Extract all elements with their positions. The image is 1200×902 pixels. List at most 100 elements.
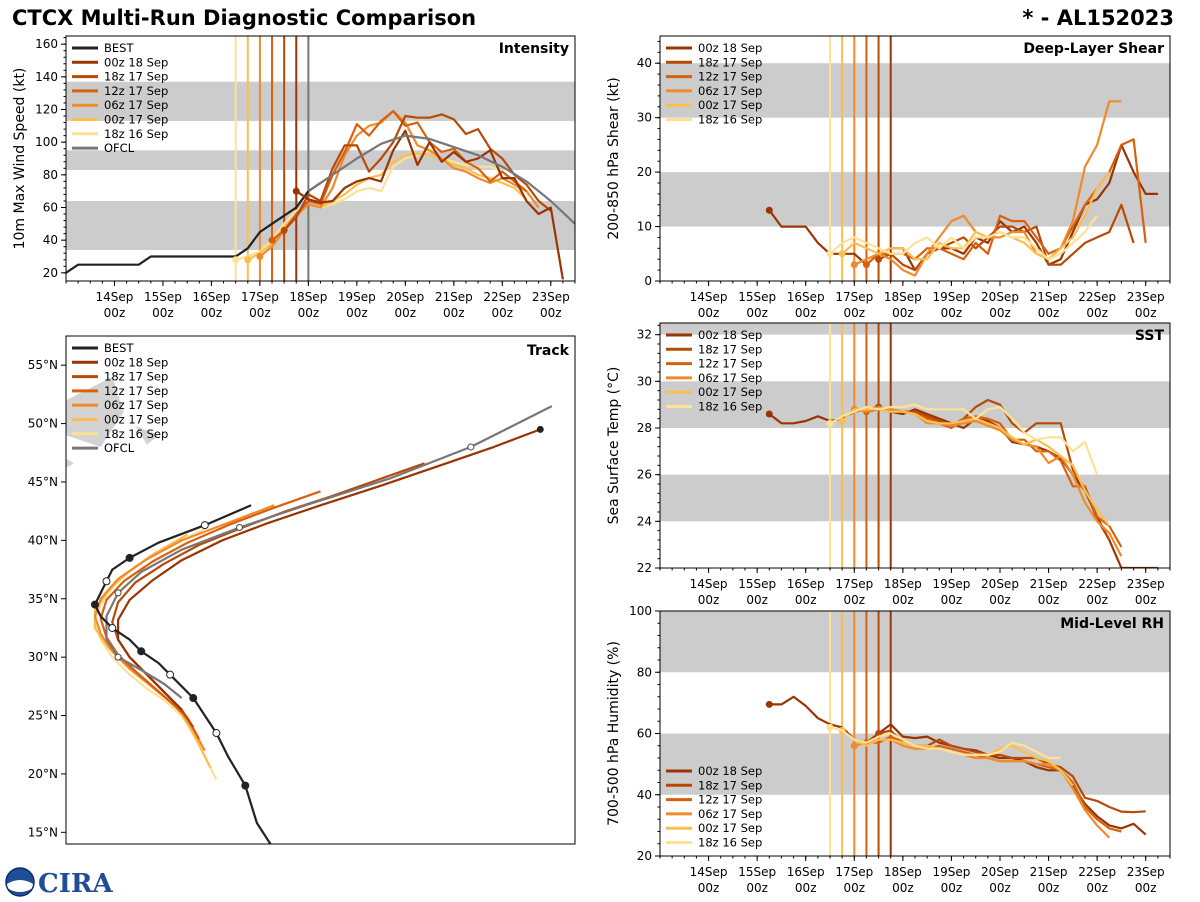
legend-label: 00z 18 Sep [104, 55, 168, 69]
legend-label: 18z 16 Sep [698, 113, 762, 127]
series-group [765, 695, 1147, 839]
shade-band [660, 733, 1170, 795]
series-line-18z-16-sep [829, 215, 1098, 261]
y-tick-label: 80 [43, 168, 58, 182]
y-tick-label: 120 [35, 103, 58, 117]
x-tick-label: 00z [1038, 881, 1060, 895]
track-position-marker [271, 846, 278, 853]
series-line-18z-17-sep [283, 113, 552, 232]
cira-text: CIRA [38, 869, 113, 898]
series-group [765, 398, 1158, 568]
x-tick-label: 00z [104, 306, 126, 320]
series-line-12z-17-sep [271, 109, 528, 242]
track-end-marker [536, 425, 544, 433]
x-tick-label: 19Sep [932, 290, 970, 304]
chart-track: 15°N 20°N 25°N 30°N 35°N 40°N 45°N 50°N 55°N Trac… [28, 335, 576, 853]
x-tick-label: 20Sep [386, 290, 424, 304]
y-tick-label: 22 [637, 561, 652, 575]
x-tick-label: 00z [843, 593, 865, 607]
legend-label: 06z 17 Sep [698, 84, 762, 98]
init-marker [232, 256, 240, 264]
track-position-marker [137, 647, 146, 656]
x-tick-label: 00z [1038, 306, 1060, 320]
x-tick-label: 00z [1135, 306, 1157, 320]
y-tick-label: 28 [637, 421, 652, 435]
legend-label: 00z 18 Sep [698, 41, 762, 55]
x-tick-label: 00z [795, 881, 817, 895]
chart-shear: 0 10 20 30 40 14Sep 00z 15Sep 00z 16Sep 00z 17Sep 00… [606, 35, 1171, 320]
init-marker [765, 206, 773, 214]
x-tick-label: 20Sep [981, 865, 1019, 879]
x-tick-label: 00z [201, 306, 223, 320]
shade-band [660, 611, 1170, 673]
track-position-marker [102, 577, 111, 586]
x-tick-label: 00z [989, 881, 1011, 895]
page-title: CTCX Multi-Run Diagnostic Comparison [12, 6, 477, 30]
shade-band [66, 150, 575, 170]
chart-title: SST [1135, 328, 1165, 344]
init-marker [765, 700, 773, 708]
legend-label: 06z 17 Sep [104, 398, 168, 412]
x-tick-label: 00z [795, 593, 817, 607]
x-tick-label: 14Sep [690, 865, 728, 879]
init-marker [256, 253, 264, 260]
y-tick-label: 45°N [28, 475, 58, 489]
x-tick-label: 23Sep [1127, 865, 1165, 879]
track-position-marker [114, 589, 122, 597]
legend-label: 00z 18 Sep [104, 355, 168, 369]
y-tick-label: 10 [637, 220, 652, 234]
x-tick-label: 19Sep [932, 865, 970, 879]
legend-label: BEST [104, 41, 134, 55]
y-tick-label: 40 [637, 56, 652, 70]
x-tick-label: 18Sep [884, 290, 922, 304]
track-line-12z-17-sep [99, 490, 321, 740]
init-marker [850, 261, 858, 269]
y-tick-label: 15°N [28, 825, 58, 839]
x-tick-label: 00z [491, 306, 513, 320]
init-marker [826, 723, 834, 731]
track-line-ofcl [105, 405, 553, 699]
track-position-marker [166, 670, 175, 679]
x-tick-label: 23Sep [532, 290, 570, 304]
x-tick-label: 21Sep [1030, 290, 1068, 304]
track-position-marker [241, 781, 250, 790]
chart-sst: 22 24 26 28 30 32 14Sep 00z 15Sep 00z 16Sep 00z 17Se… [606, 322, 1171, 607]
track-position-marker [125, 553, 134, 562]
legend-label: 12z 17 Sep [104, 84, 168, 98]
legend-label: 00z 17 Sep [698, 98, 762, 112]
land-mass [66, 458, 75, 468]
legend-label: 18z 17 Sep [698, 778, 762, 792]
x-tick-label: 00z [843, 306, 865, 320]
track-plot [66, 376, 553, 853]
legend-label: 18z 16 Sep [698, 836, 762, 850]
init-marker [268, 236, 276, 244]
legend-label: 12z 17 Sep [104, 384, 168, 398]
y-axis-label: 200-850 hPa Shear (kt) [606, 77, 622, 239]
x-tick-label: 18Sep [289, 290, 327, 304]
legend-label: BEST [104, 341, 134, 355]
x-tick-label: 14Sep [690, 577, 728, 591]
y-tick-label: 20 [43, 266, 58, 280]
series-line-18z-17-sep [878, 203, 1135, 272]
init-marker [826, 419, 834, 427]
x-tick-label: 23Sep [1127, 577, 1165, 591]
noaa-logo-icon: CIRA [5, 867, 113, 899]
y-tick-label: 30 [637, 374, 652, 388]
shade-band [66, 200, 575, 250]
x-tick-label: 00z [698, 593, 720, 607]
y-tick-label: 30 [637, 111, 652, 125]
init-marker [292, 187, 300, 195]
shade-band [660, 172, 1170, 227]
legend-label: 18z 17 Sep [698, 55, 762, 69]
y-tick-label: 25°N [28, 709, 58, 723]
shade-band [660, 323, 1170, 335]
x-tick-label: 17Sep [835, 290, 873, 304]
x-tick-label: 00z [1086, 881, 1108, 895]
x-tick-label: 17Sep [835, 577, 873, 591]
x-tick-label: 00z [746, 881, 768, 895]
track-line-00z-18-sep [116, 428, 541, 711]
x-tick-label: 00z [249, 306, 271, 320]
series-line-18z-16-sep [829, 403, 1099, 476]
x-tick-label: 00z [941, 306, 963, 320]
legend-label: 18z 17 Sep [104, 70, 168, 84]
